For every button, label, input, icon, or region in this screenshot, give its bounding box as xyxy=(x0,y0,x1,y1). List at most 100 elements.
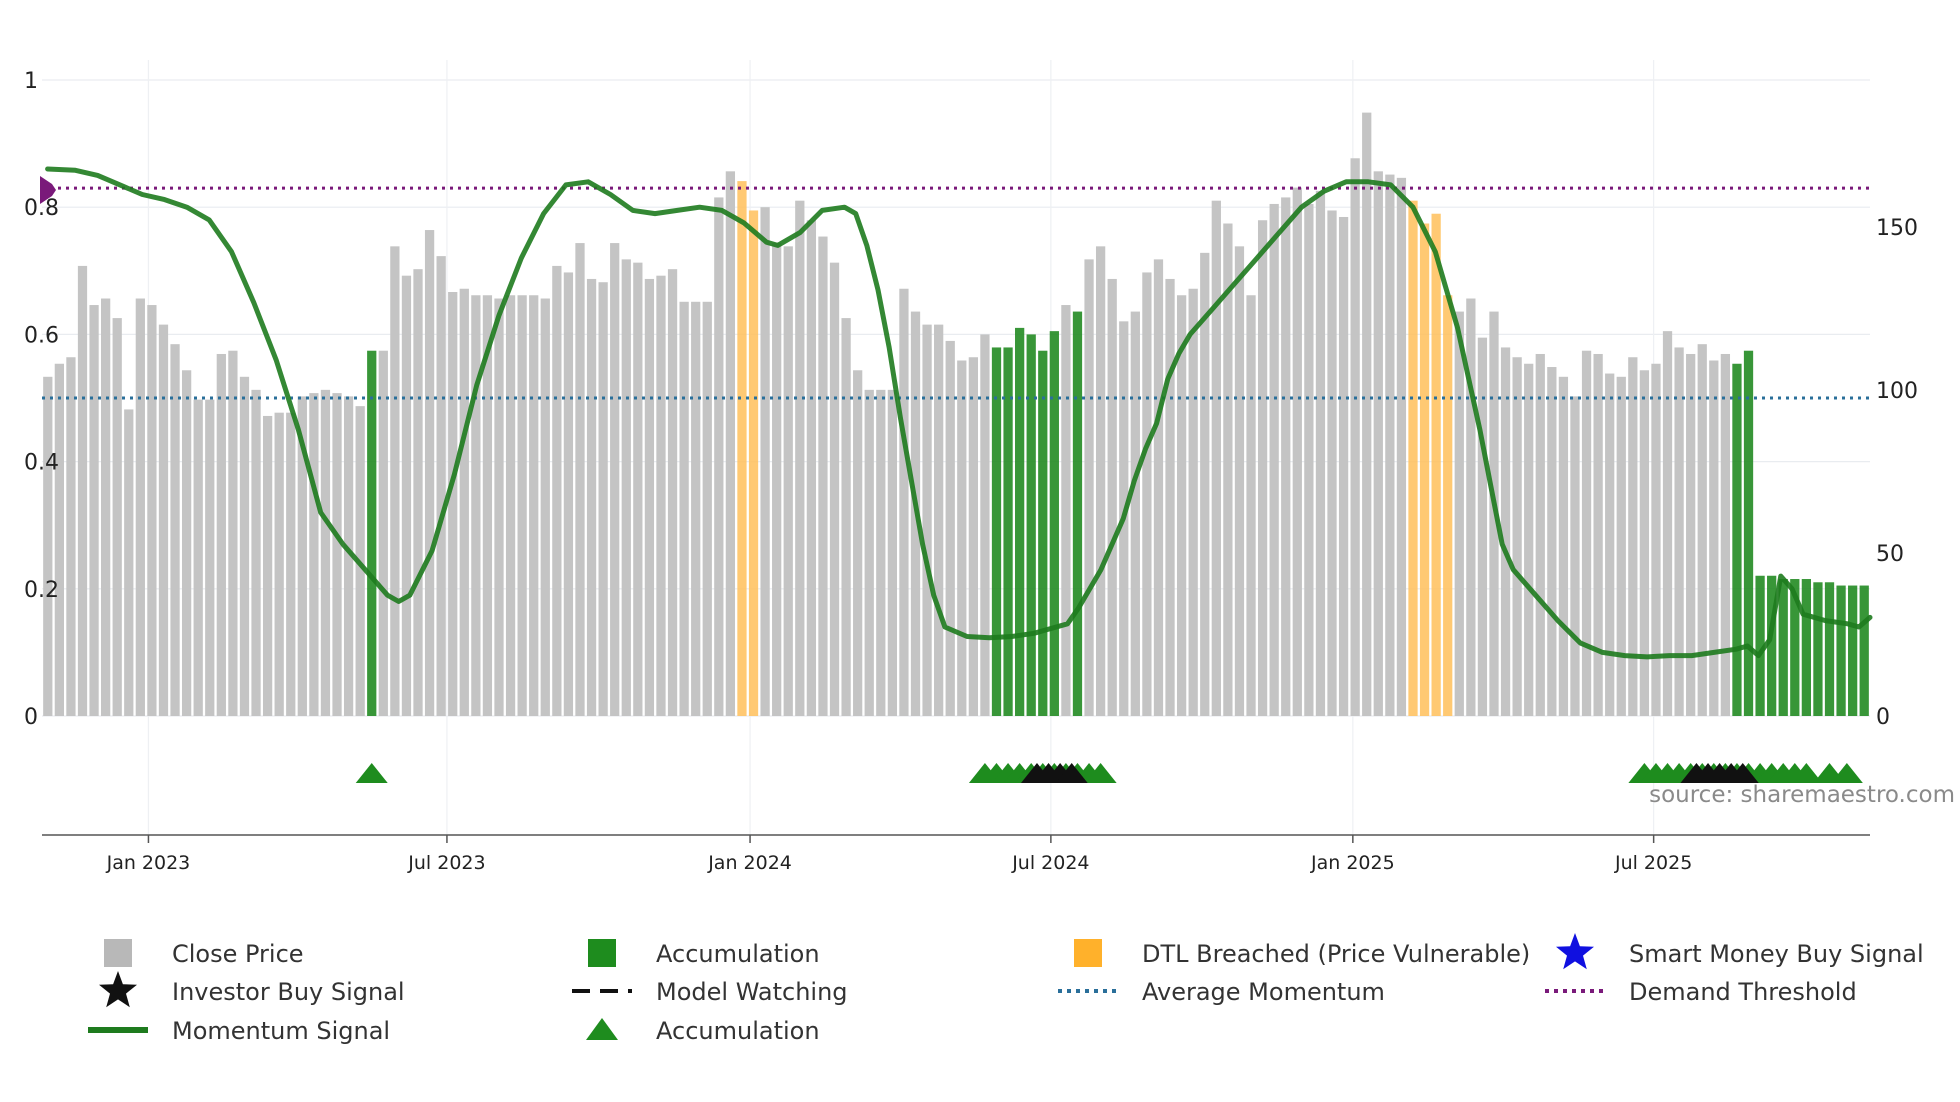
left-axis-tick-label: 0.2 xyxy=(24,578,59,603)
legend-label-close-price: Close Price xyxy=(172,940,304,968)
close-price-bar xyxy=(1142,272,1152,716)
close-price-bar xyxy=(691,301,701,716)
close-price-bar xyxy=(667,269,678,716)
close-price-bar xyxy=(644,278,655,716)
close-price-bar xyxy=(239,376,250,716)
close-price-bar xyxy=(1211,200,1221,716)
close-price-bar xyxy=(1084,259,1094,716)
momentum-signal-line xyxy=(45,166,1873,660)
close-price-bar xyxy=(1165,278,1175,716)
close-price-bar xyxy=(1674,347,1684,716)
close-price-bar xyxy=(621,259,631,716)
close-price-bar xyxy=(980,334,990,716)
close-price-bar xyxy=(401,275,412,716)
x-axis-tick-label: Jul 2023 xyxy=(407,852,485,874)
close-price-bar xyxy=(343,396,354,716)
close-price-bar xyxy=(494,298,504,716)
close-price-bar xyxy=(864,389,874,716)
right-axis-tick-label: 0 xyxy=(1876,705,1890,730)
close-price-bar xyxy=(1431,213,1441,716)
close-price-bar xyxy=(841,318,851,716)
left-axis-tick-label: 0 xyxy=(24,705,38,730)
close-price-bar xyxy=(297,396,307,716)
close-price-bar xyxy=(748,210,759,716)
close-price-bar xyxy=(806,220,817,716)
right-axis-tick-label: 150 xyxy=(1876,216,1918,241)
close-price-bar xyxy=(1616,376,1626,716)
close-price-bar xyxy=(1778,579,1788,716)
legend-label-dtl-breached-price-vulnerable: DTL Breached (Price Vulnerable) xyxy=(1142,940,1530,968)
close-price-bar xyxy=(1176,295,1187,716)
close-price-bar xyxy=(1396,177,1407,717)
close-price-bar xyxy=(135,298,145,716)
close-price-bar xyxy=(1338,216,1349,717)
close-price-bar xyxy=(216,353,226,716)
left-axis-tick-label: 0.4 xyxy=(24,451,59,476)
close-price-bar xyxy=(89,305,99,716)
close-price-bar xyxy=(262,415,273,716)
left-axis-tick-label: 0.6 xyxy=(24,323,59,348)
close-price-bar xyxy=(1373,171,1383,716)
close-price-bar xyxy=(505,295,516,716)
right-axis: 0 50 100 150 xyxy=(1876,216,1918,730)
close-price-bar xyxy=(1709,360,1719,716)
legend-symbol-dtl-breached-price-vulnerable xyxy=(1074,939,1102,967)
close-price-bar xyxy=(957,360,967,716)
close-price-bar xyxy=(124,409,134,716)
close-price-bar xyxy=(656,275,666,716)
close-price-bar xyxy=(1257,220,1268,716)
close-price-bar xyxy=(575,243,585,716)
close-price-bar xyxy=(1524,363,1534,716)
close-price-bar xyxy=(829,262,840,716)
close-price-bar xyxy=(1350,158,1360,716)
close-price-bar xyxy=(1003,347,1013,716)
right-axis-tick-label: 100 xyxy=(1876,379,1918,404)
close-price-bar xyxy=(1558,376,1569,716)
close-price-bar xyxy=(1720,353,1731,716)
reference-lines xyxy=(42,186,1870,400)
close-price-bar xyxy=(633,262,643,716)
left-axis: 0 0.2 0.4 0.6 0.8 1 xyxy=(24,69,59,730)
close-price-bar xyxy=(610,243,620,716)
close-price-bar xyxy=(552,265,562,716)
close-price-bar xyxy=(714,197,724,717)
close-price-bar xyxy=(818,236,828,717)
close-price-bar xyxy=(436,256,446,716)
close-price-bar xyxy=(1153,259,1164,716)
close-price-bar xyxy=(77,265,88,716)
close-price-bar xyxy=(934,324,944,716)
close-price-bar xyxy=(448,292,458,716)
close-price-bar xyxy=(1107,278,1117,716)
close-price-bar xyxy=(1408,200,1418,716)
close-price-bar xyxy=(1686,353,1696,716)
close-price-bar xyxy=(471,295,481,716)
close-price-bar xyxy=(1605,373,1615,716)
close-price-bar xyxy=(43,376,53,716)
close-price-bar xyxy=(1662,331,1673,716)
close-price-bar xyxy=(517,295,527,716)
close-price-bar xyxy=(101,298,111,716)
close-price-bar xyxy=(1535,353,1545,716)
close-price-bar xyxy=(991,347,1002,716)
close-price-bar xyxy=(424,230,435,716)
close-price-bar xyxy=(367,350,377,716)
close-price-bar xyxy=(1281,197,1291,717)
legend-label-investor-buy-signal: Investor Buy Signal xyxy=(172,978,405,1006)
close-price-bar xyxy=(1304,203,1314,716)
close-price-bar xyxy=(737,181,747,717)
close-price-bar xyxy=(1593,353,1603,716)
close-price-bar xyxy=(286,412,296,716)
close-price-bar xyxy=(1801,579,1811,716)
close-price-bar xyxy=(1072,311,1083,716)
legend-symbol-accumulation xyxy=(588,939,616,967)
close-price-bar xyxy=(54,363,64,716)
close-price-bar xyxy=(1466,298,1476,716)
close-price-bar xyxy=(1269,203,1279,716)
close-price-bar xyxy=(586,278,597,716)
close-price-bar xyxy=(1049,331,1059,716)
demand-threshold-start-marker xyxy=(40,176,56,204)
close-price-bar xyxy=(922,324,932,716)
close-price-bar xyxy=(1848,585,1858,716)
close-price-bar xyxy=(1755,575,1765,716)
